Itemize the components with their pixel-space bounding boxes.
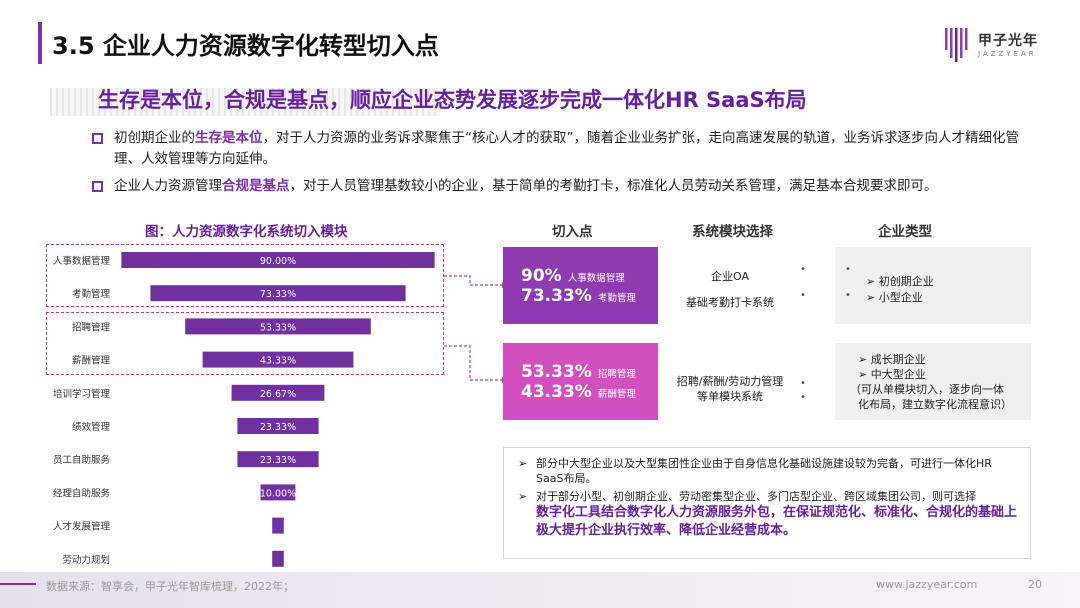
bar	[237, 418, 319, 434]
bullet-highlight: 合规是基点	[222, 178, 290, 194]
bullet-item: 初创期企业的生存是本位，对于人力资源的业务诉求聚焦于“核心人才的获取”，随着企业…	[92, 128, 1042, 170]
bar-chart: 人事数据管理 90.00% 考勤管理 73.33% 招聘管理 53.33% 薪酬管理 43.3…	[53, 252, 435, 567]
connector-dot-icon: •	[800, 290, 806, 301]
bar	[272, 517, 284, 534]
header-enterprise-type: 企业类型	[878, 224, 932, 240]
subtitle-decor-band	[50, 88, 440, 116]
note-highlight: 数字化工具结合数字化人力资源服务外包，在保证规范化、标准化、合规化的基础上极大提…	[536, 505, 1018, 538]
enterprise-type-item: ➢ 小型企业	[866, 291, 923, 304]
connector-dot-icon: •	[800, 392, 806, 403]
bar	[260, 484, 296, 501]
category-label: 考勤管理	[72, 288, 111, 300]
connector-dot-icon: •	[845, 264, 851, 275]
entry-point-box-1: 90% 人事数据管理 73.33% 考勤管理	[503, 247, 658, 324]
category-label: 绩效管理	[72, 421, 111, 433]
arrow-icon: ➢	[858, 368, 868, 381]
connector-dot-icon: •	[800, 378, 806, 389]
bullet-text: ，对于人力资源的业务诉求聚焦于“核心人才的获取”，随着企业业务扩张，走向高速发展…	[114, 130, 1019, 167]
highlight-box-top	[46, 244, 444, 307]
entry-label: 薪酬管理	[597, 388, 636, 400]
bullet-text: 初创期企业的	[114, 130, 195, 146]
data-label: 26.67%	[260, 389, 296, 400]
enterprise-type-note: 化布局，建立数字化流程意识）	[858, 398, 1012, 411]
category-label: 薪酬管理	[72, 355, 111, 367]
module-name: 招聘/薪酬/劳动力管理	[676, 375, 784, 388]
data-label: 53.33%	[260, 322, 296, 333]
category-label: 劳动力规划	[62, 554, 110, 566]
bar	[121, 252, 435, 268]
enterprise-type-item: ➢ 中大型企业	[858, 368, 926, 381]
footer-band	[0, 572, 1080, 608]
title-accent-bar	[38, 22, 42, 64]
arrow-icon: ➢	[866, 291, 876, 304]
entry-point-box-2: 53.33% 招聘管理 43.33% 薪酬管理	[503, 343, 658, 420]
arrow-icon: ➢	[518, 457, 528, 470]
logo-subtext: JAZZYEAR	[978, 50, 1037, 58]
header-module-choice: 系统模块选择	[692, 224, 773, 240]
chart-title: 图：人力资源数字化系统切入模块	[145, 224, 348, 240]
data-label: 90.00%	[260, 256, 296, 267]
category-label: 人才发展管理	[53, 521, 111, 533]
entry-label: 考勤管理	[597, 292, 636, 304]
category-label: 培训学习管理	[53, 388, 111, 400]
category-label: 员工自助服务	[53, 454, 111, 466]
entry-pct: 73.33%	[521, 285, 592, 306]
bar	[231, 384, 325, 401]
footer-accent-line	[0, 583, 36, 585]
bullet-text: ，对于人员管理基数较小的企业，基于简单的考勤打卡，标准化人员劳动关系管理，满足基…	[289, 178, 938, 194]
highlight-box-middle	[46, 312, 444, 375]
data-label: 43.33%	[260, 356, 296, 367]
subtitle: 生存是本位，合规是基点，顺应企业态势发展逐步完成一体化HR SaaS布局	[98, 88, 807, 112]
enterprise-type-box-2	[835, 343, 1031, 420]
bar	[237, 451, 319, 468]
enterprise-type-note: （可从单模块切入，逐步向一体	[850, 383, 1004, 396]
bullet-text: 企业人力资源管理	[114, 178, 222, 194]
page-number: 20	[1028, 578, 1042, 591]
note-text: 部分中大型企业以及大型集团性企业由于自身信息化基础设施建设较为完备，可进行一体化…	[536, 457, 992, 485]
header-entry-point: 切入点	[552, 224, 593, 240]
data-label: 10.00%	[260, 488, 296, 499]
bullet-highlight: 生存是本位	[195, 130, 263, 146]
module-name: 基础考勤打卡系统	[686, 296, 774, 309]
arrow-icon: ➢	[866, 275, 876, 288]
category-label: 经理自助服务	[53, 487, 111, 499]
square-bullet-icon	[92, 133, 103, 144]
category-label: 人事数据管理	[53, 255, 111, 267]
footer-source: 数据来源：智享会，甲子光年智库梳理，2022年；	[46, 580, 294, 593]
entry-pct: 90%	[521, 265, 562, 286]
notes-box: ➢ 部分中大型企业以及大型集团性企业由于自身信息化基础设施建设较为完备，可进行一…	[503, 447, 1031, 559]
data-label: 23.33%	[260, 422, 296, 433]
data-label: 23.33%	[260, 455, 296, 466]
enterprise-type-box-1	[835, 247, 1031, 324]
data-label: 73.33%	[260, 289, 296, 300]
enterprise-type-item: ➢ 初创期企业	[866, 275, 934, 288]
entry-pct: 43.33%	[521, 381, 592, 402]
entry-label: 招聘管理	[597, 368, 636, 380]
category-label: 招聘管理	[72, 321, 111, 333]
entry-label: 人事数据管理	[567, 272, 625, 284]
connector-dot-icon: •	[800, 264, 806, 275]
bar	[185, 318, 371, 335]
module-name: 企业OA	[711, 270, 749, 283]
page-title: 3.5 企业人力资源数字化转型切入点	[52, 32, 439, 60]
logo-text: 甲子光年	[978, 33, 1038, 49]
connector-dot-icon: •	[845, 290, 851, 301]
bar	[202, 351, 354, 368]
note-item: ➢ 部分中大型企业以及大型集团性企业由于自身信息化基础设施建设较为完备，可进行一…	[514, 456, 1020, 486]
arrow-icon: ➢	[858, 353, 868, 366]
arrow-icon: ➢	[518, 490, 528, 503]
entry-pct: 53.33%	[521, 361, 592, 382]
bar	[272, 550, 284, 567]
note-item: ➢ 对于部分小型、初创期企业、劳动密集型企业、多门店型企业、跨区域集团公司，则可…	[514, 489, 1020, 540]
bullet-item: 企业人力资源管理合规是基点，对于人员管理基数较小的企业，基于简单的考勤打卡，标准…	[92, 176, 1042, 197]
connector-lines	[444, 275, 506, 383]
module-name: 等单模块系统	[697, 390, 763, 403]
note-text: 对于部分小型、初创期企业、劳动密集型企业、多门店型企业、跨区域集团公司，则可选择	[536, 490, 976, 503]
enterprise-type-item: ➢ 成长期企业	[858, 353, 926, 366]
bar	[150, 285, 406, 302]
footer-url: www.jazzyear.com	[876, 578, 978, 591]
square-bullet-icon	[92, 181, 103, 192]
logo-icon	[945, 28, 968, 62]
